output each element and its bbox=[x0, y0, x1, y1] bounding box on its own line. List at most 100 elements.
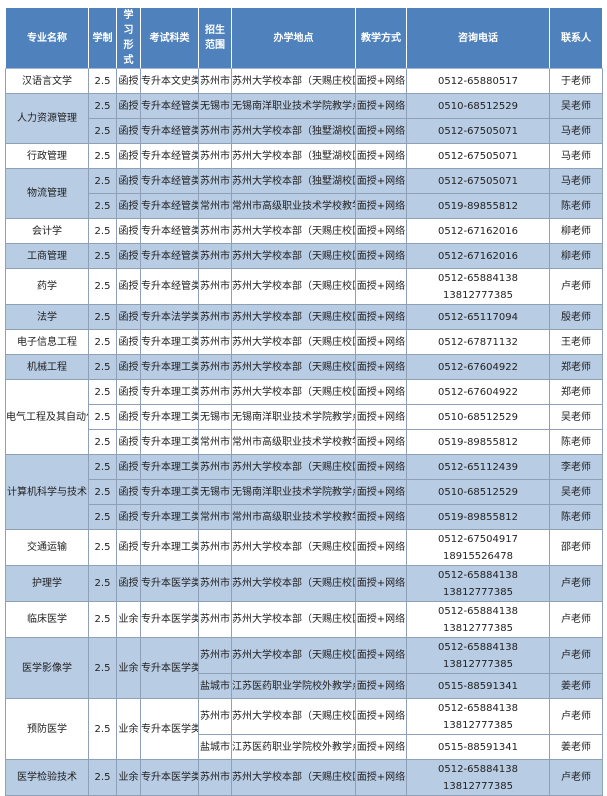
table-row: 电气工程及其自动化2.5函授专升本理工类苏州市苏州大学校本部（天赐庄校区）面授+… bbox=[5, 379, 603, 455]
phone-number: 0512-65880517 bbox=[438, 75, 518, 87]
phone-number: 0512-65117094 bbox=[438, 311, 518, 323]
phone-number: 0519-89855812 bbox=[438, 436, 518, 448]
school-location: 苏州大学校本部（独墅湖校区） bbox=[231, 143, 356, 169]
phone-number: 0510-68512529 bbox=[438, 411, 518, 423]
study-mode: 业余 bbox=[116, 601, 141, 638]
major-name: 医学影像学 bbox=[5, 637, 89, 699]
teaching-method: 面授+网络 bbox=[355, 479, 407, 505]
study-mode: 函授 bbox=[116, 479, 141, 505]
enrollment-city: 盐城市 bbox=[198, 734, 232, 760]
table-row: 护理学2.5函授专升本医学类苏州市苏州大学校本部（天赐庄校区）面授+网络0512… bbox=[5, 565, 603, 602]
consult-phone: 0515-88591341 bbox=[406, 673, 550, 699]
exam-category: 专升本经管类 bbox=[140, 243, 199, 269]
teaching-method: 面授+网络 bbox=[355, 379, 407, 405]
years: 2.5 bbox=[88, 354, 117, 380]
table-row: 盐城市 江苏医药职业学院校外教学点 面授+网络 0515-88591341 姜老师 bbox=[6, 734, 603, 760]
enrollment-city: 无锡市 bbox=[198, 93, 232, 119]
school-location: 苏州大学校本部（天赐庄校区） bbox=[231, 759, 356, 796]
header-exam: 考试科类 bbox=[140, 7, 199, 69]
teaching-method: 面授+网络 bbox=[355, 601, 407, 638]
enrollment-city: 苏州市 bbox=[198, 168, 232, 194]
table-row: 计算机科学与技术2.5函授专升本理工类苏州市苏州大学校本部（天赐庄校区）面授+网… bbox=[5, 454, 603, 530]
major-name: 预防医学 bbox=[5, 698, 89, 760]
years: 2.5 bbox=[88, 454, 117, 480]
consult-phone: 0512-65884138 13812777385 bbox=[406, 565, 550, 602]
contact-person: 郑老师 bbox=[549, 379, 603, 405]
consult-phone: 0512-67604922 bbox=[406, 354, 550, 380]
phone-number: 0512-65884138 bbox=[438, 641, 518, 653]
study-mode: 函授 bbox=[116, 168, 141, 194]
table-row: 医学检验技术2.5业余专升本医学类苏州市苏州大学校本部（天赐庄校区）面授+网络0… bbox=[5, 759, 603, 796]
header-years: 学制 bbox=[88, 7, 117, 69]
consult-phone: 0512-67505071 bbox=[406, 168, 550, 194]
contact-person: 柳老师 bbox=[549, 243, 603, 269]
teaching-method: 面授+网络 bbox=[355, 698, 407, 735]
consult-phone: 0512-65884138 13812777385 bbox=[406, 268, 550, 305]
consult-phone: 0512-65880517 bbox=[406, 68, 550, 94]
study-mode: 函授 bbox=[116, 454, 141, 480]
contact-person: 吴老师 bbox=[549, 479, 603, 505]
phone-number: 0512-67505071 bbox=[438, 175, 518, 187]
table-row: 人力资源管理 2.5 函授 专升本经管类 无锡市 无锡南洋职业技术学院教学点 面授+网络 05… bbox=[5, 93, 603, 144]
major-name: 法学 bbox=[5, 304, 89, 330]
teaching-method: 面授+网络 bbox=[355, 759, 407, 796]
table-row: 2.5 函授 专升本理工类 无锡市 无锡南洋职业技术学院教学点 面授+网络 0510-685… bbox=[6, 404, 603, 430]
years: 2.5 bbox=[88, 218, 117, 244]
contact-person: 马老师 bbox=[549, 168, 603, 194]
years: 2.5 bbox=[88, 143, 117, 169]
exam-category: 专升本理工类 bbox=[140, 529, 199, 566]
header-method: 教学方式 bbox=[355, 7, 407, 69]
major-name: 工商管理 bbox=[5, 243, 89, 269]
phone-number: 0515-88591341 bbox=[438, 680, 518, 692]
phone-number: 13812777385 bbox=[443, 719, 513, 731]
teaching-method: 面授+网络 bbox=[355, 637, 407, 674]
contact-person: 王老师 bbox=[549, 329, 603, 355]
exam-category: 专升本理工类 bbox=[140, 404, 199, 430]
table-body: 汉语言文学2.5函授专升本文史类苏州市苏州大学校本部（天赐庄校区）面授+网络05… bbox=[5, 68, 603, 796]
consult-phone: 0512-65117094 bbox=[406, 304, 550, 330]
phone-number: 0519-89855812 bbox=[438, 511, 518, 523]
header-major: 专业名称 bbox=[5, 7, 89, 69]
phone-number: 0510-68512529 bbox=[438, 486, 518, 498]
years: 2.5 bbox=[88, 601, 117, 638]
enrollment-city: 苏州市 bbox=[198, 454, 232, 480]
table-row: 交通运输2.5函授专升本理工类苏州市苏州大学校本部（天赐庄校区）面授+网络051… bbox=[5, 529, 603, 566]
enrollment-city: 常州市 bbox=[198, 429, 232, 455]
exam-category: 专升本文史类 bbox=[140, 68, 199, 94]
teaching-method: 面授+网络 bbox=[355, 565, 407, 602]
contact-person: 邵老师 bbox=[549, 529, 603, 566]
enrollment-city: 苏州市 bbox=[198, 329, 232, 355]
contact-person: 陈老师 bbox=[549, 504, 603, 530]
phone-number: 0512-67604922 bbox=[438, 361, 518, 373]
enrollment-city: 苏州市 bbox=[198, 698, 232, 735]
study-mode: 业余 bbox=[116, 637, 141, 699]
consult-phone: 0519-89855812 bbox=[406, 429, 550, 455]
teaching-method: 面授+网络 bbox=[355, 118, 407, 144]
years: 2.5 bbox=[88, 379, 117, 405]
phone-number: 13812777385 bbox=[443, 586, 513, 598]
phone-number: 0515-88591341 bbox=[438, 741, 518, 753]
contact-person: 卢老师 bbox=[549, 637, 603, 674]
header-phone: 咨询电话 bbox=[406, 7, 550, 69]
contact-person: 卢老师 bbox=[549, 268, 603, 305]
enrollment-city: 盐城市 bbox=[198, 673, 232, 699]
teaching-method: 面授+网络 bbox=[355, 218, 407, 244]
study-mode: 函授 bbox=[116, 404, 141, 430]
exam-category: 专升本法学类 bbox=[140, 304, 199, 330]
teaching-method: 面授+网络 bbox=[355, 529, 407, 566]
major-name: 机械工程 bbox=[5, 354, 89, 380]
school-location: 无锡南洋职业技术学院教学点 bbox=[231, 479, 356, 505]
enrollment-city: 苏州市 bbox=[198, 379, 232, 405]
contact-person: 卢老师 bbox=[549, 601, 603, 638]
school-location: 苏州大学校本部（天赐庄校区） bbox=[231, 698, 356, 735]
teaching-method: 面授+网络 bbox=[355, 354, 407, 380]
study-mode: 函授 bbox=[116, 118, 141, 144]
exam-category: 专升本医学类 bbox=[140, 759, 199, 796]
phone-number: 0512-65884138 bbox=[438, 763, 518, 775]
teaching-method: 面授+网络 bbox=[355, 304, 407, 330]
enrollment-city: 苏州市 bbox=[198, 218, 232, 244]
